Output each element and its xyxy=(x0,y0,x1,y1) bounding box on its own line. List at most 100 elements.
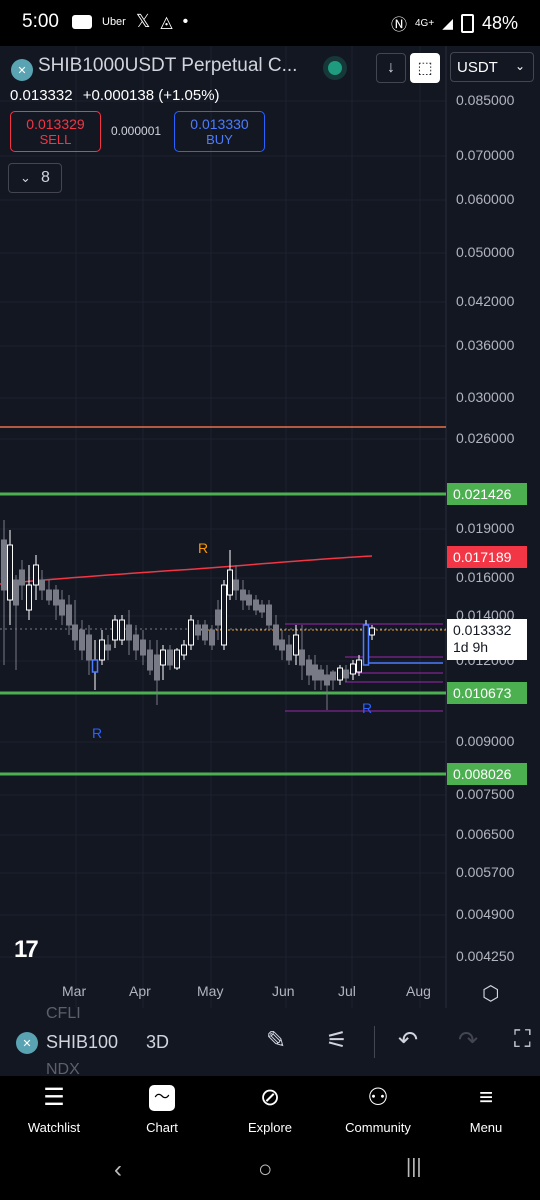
battery-icon xyxy=(460,13,474,33)
undo-icon[interactable]: ↶ xyxy=(398,1027,419,1054)
toolbar-symbol[interactable]: SHIB100 xyxy=(46,1032,119,1052)
buy-button[interactable]: 0.013330 BUY xyxy=(174,111,265,152)
nav-explore[interactable]: ⊘ Explore xyxy=(225,1082,315,1135)
y-tick-label: 0.026000 xyxy=(456,430,515,446)
redo-icon[interactable]: ↷ xyxy=(458,1027,479,1054)
purple-range-lines xyxy=(285,623,443,712)
candle-body xyxy=(160,649,166,666)
nav-menu[interactable]: ≡ Menu xyxy=(441,1082,531,1135)
x-tick-label: Apr xyxy=(129,983,151,999)
sell-button[interactable]: 0.013329 SELL xyxy=(10,111,101,152)
candle-body xyxy=(39,579,45,591)
fullscreen-button[interactable]: ⬚ xyxy=(410,53,440,83)
candle-body xyxy=(227,569,233,596)
menu-icon: ≡ xyxy=(478,1084,493,1111)
candle-body xyxy=(105,644,111,651)
x-icon: 𝕏 xyxy=(135,11,151,31)
nfc-icon: Ⓝ xyxy=(390,17,407,34)
candle-body xyxy=(167,649,173,666)
tag-green-mid-value: 0.010673 xyxy=(453,685,512,701)
tradingview-logo: 17 xyxy=(14,936,39,963)
x-tick-label: Jul xyxy=(338,983,356,999)
indicators-toggle[interactable]: ⌄ 8 xyxy=(8,163,62,193)
chart-toolbar xyxy=(0,1008,540,1076)
candle-body xyxy=(215,609,221,626)
marker-r-blue-left: R xyxy=(92,725,103,741)
marker-r-blue-right: R xyxy=(362,700,373,716)
candle-body xyxy=(72,624,78,641)
x-tick-label: Jun xyxy=(272,983,295,999)
y-tick-label: 0.019000 xyxy=(456,520,515,536)
coin-logo[interactable]: ✕ xyxy=(11,59,33,81)
tag-green-upper-value: 0.021426 xyxy=(453,486,512,502)
y-tick-label: 0.004250 xyxy=(456,948,515,964)
marker-r-orange: R xyxy=(198,540,209,556)
toolbar-divider xyxy=(374,1026,375,1058)
x-tick-label: May xyxy=(197,983,224,999)
market-open-indicator xyxy=(328,61,342,75)
watchlist-icon: ☰ xyxy=(43,1084,65,1111)
candle-body xyxy=(306,659,312,676)
y-tick-label: 0.009000 xyxy=(456,733,515,749)
y-tick-label: 0.036000 xyxy=(456,337,515,353)
home-icon[interactable]: ○ xyxy=(258,1156,273,1183)
uber-icon: Uber xyxy=(102,15,126,28)
nav-chart[interactable]: 〜 Chart xyxy=(117,1082,207,1135)
nav-community[interactable]: ⚇ Community xyxy=(333,1082,423,1135)
candle-body xyxy=(343,669,349,679)
toolbar-coin-logo[interactable]: ✕ xyxy=(16,1032,38,1054)
candle-body xyxy=(369,627,375,636)
price-chart[interactable] xyxy=(0,46,540,1008)
tag-green-lower: 0.008026 xyxy=(447,763,527,785)
dot-icon: • xyxy=(182,12,189,30)
candle-body xyxy=(293,634,299,656)
fullscreen-icon[interactable]: ⛶ xyxy=(514,1026,531,1053)
expand-icon: ⬚ xyxy=(417,60,433,77)
y-tick-label: 0.030000 xyxy=(456,389,515,405)
candle-body xyxy=(299,649,305,666)
current-price-value: 0.013332 xyxy=(453,622,512,638)
nav-watchlist[interactable]: ☰ Watchlist xyxy=(9,1082,99,1135)
chart-area[interactable]: R R R xyxy=(0,46,540,1008)
status-time: 5:00 xyxy=(22,11,59,32)
candle-body xyxy=(209,629,215,646)
nav-menu-label: Menu xyxy=(469,1120,503,1135)
candle-body xyxy=(259,604,265,613)
candle-body xyxy=(221,584,227,646)
y-tick-label: 0.050000 xyxy=(456,244,515,260)
symbol-title[interactable]: SHIB1000USDT Perpetual C... xyxy=(38,55,298,76)
bar-countdown: 1d 9h xyxy=(453,639,489,655)
candle-body xyxy=(112,619,118,641)
candle-body xyxy=(46,589,52,601)
candle-body xyxy=(286,644,292,661)
timeframe-button[interactable]: 3D xyxy=(146,1032,170,1052)
current-price-tag: 0.013332 1d 9h xyxy=(447,619,527,660)
settings-icon[interactable]: ⬡ xyxy=(482,983,500,1005)
chevron-down-icon: ⌄ xyxy=(20,170,31,185)
candle-body xyxy=(279,639,285,651)
y-tick-label: 0.060000 xyxy=(456,191,515,207)
candle-body xyxy=(253,599,259,611)
tag-green-upper: 0.021426 xyxy=(447,483,527,505)
chart-icon: 〜 xyxy=(149,1085,175,1111)
download-button[interactable]: ↓ xyxy=(376,53,406,83)
back-icon[interactable]: ‹ xyxy=(114,1156,122,1183)
airbnb-icon: ◬ xyxy=(160,13,173,31)
battery-percent: 48% xyxy=(481,12,518,33)
compass-icon: ⊘ xyxy=(259,1084,281,1111)
candle-body xyxy=(119,619,125,641)
y-tick-label: 0.070000 xyxy=(456,147,515,163)
y-tick-label: 0.016000 xyxy=(456,569,515,585)
candle-body xyxy=(140,639,146,656)
nav-chart-label: Chart xyxy=(146,1120,178,1135)
recents-icon[interactable]: ||| xyxy=(406,1156,422,1178)
y-tick-label: 0.006500 xyxy=(456,826,515,842)
currency-select[interactable]: USDT ⌄ xyxy=(450,52,534,82)
indicator-settings-icon[interactable]: ⚟ xyxy=(326,1027,348,1054)
nav-watchlist-label: Watchlist xyxy=(27,1120,81,1135)
buy-label: BUY xyxy=(206,132,233,147)
candles xyxy=(1,520,375,710)
candle-body xyxy=(356,659,362,673)
highlighted-candle xyxy=(362,624,370,666)
draw-pen-icon[interactable]: ✎ xyxy=(266,1027,287,1054)
